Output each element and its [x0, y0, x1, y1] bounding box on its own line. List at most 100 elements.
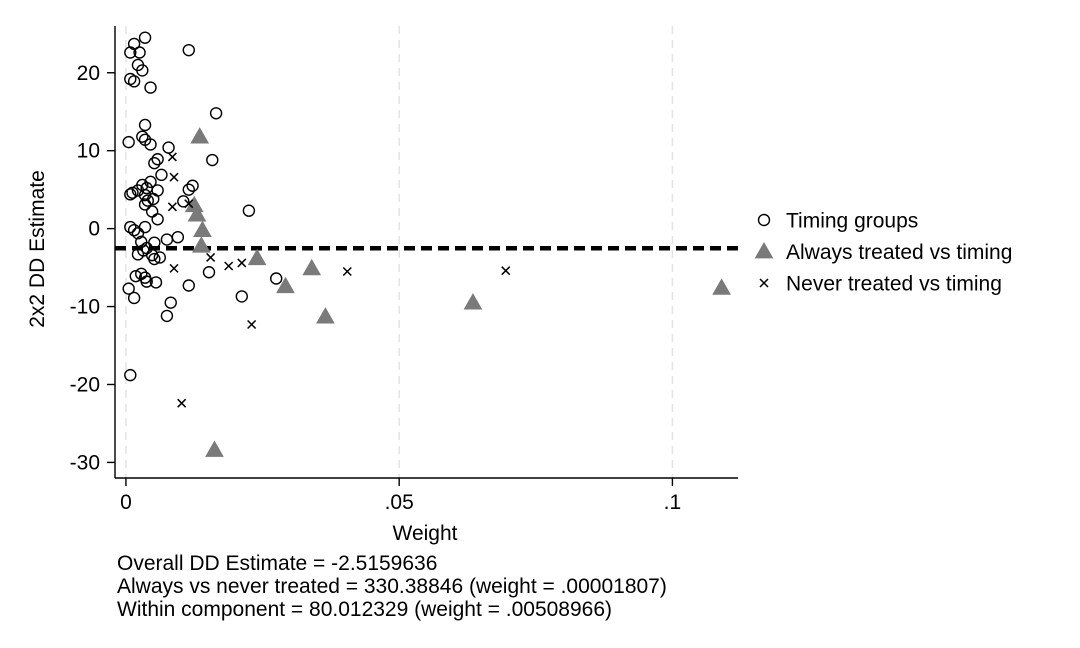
y-tick-label-0: -30 — [70, 451, 100, 474]
point-s0-14 — [122, 135, 135, 149]
overall-dd-estimate-note: Overall DD Estimate = -2.5159636 — [117, 552, 438, 575]
point-s0-15 — [144, 138, 157, 151]
point-s0-40 — [127, 223, 141, 237]
point-s0-4 — [182, 43, 195, 57]
point-s0-12 — [136, 130, 149, 143]
point-s0-39 — [138, 220, 152, 234]
point-s0-64 — [160, 309, 174, 323]
point-s0-51 — [153, 251, 167, 264]
point-s0-38 — [124, 220, 137, 234]
point-s2-4 — [169, 263, 179, 273]
within-component-note: Within component = 80.012329 (weight = .… — [117, 598, 613, 621]
point-s0-28 — [151, 184, 164, 197]
point-s2-0 — [167, 152, 177, 162]
point-s0-2 — [133, 46, 146, 59]
point-s0-20 — [155, 168, 168, 182]
point-s0-60 — [122, 282, 135, 295]
legend-marker-0 — [757, 213, 771, 227]
point-s0-30 — [124, 188, 137, 201]
legend-label-2: Never treated vs timing — [786, 273, 1002, 296]
point-s2-2 — [167, 202, 177, 212]
point-s0-63 — [164, 296, 177, 309]
point-s0-6 — [136, 64, 149, 77]
point-s1-5 — [247, 248, 267, 266]
legend-label-1: Always treated vs timing — [786, 241, 1012, 264]
point-s0-45 — [160, 233, 174, 246]
point-s0-10 — [209, 107, 223, 120]
point-s0-9 — [144, 81, 157, 94]
legend-label-0: Timing groups — [786, 210, 918, 233]
point-s0-0 — [138, 31, 152, 44]
point-s2-6 — [224, 261, 234, 271]
legend-marker-1 — [754, 241, 774, 259]
y-tick-label-3: 0 — [88, 218, 100, 241]
point-s0-34 — [177, 195, 190, 208]
point-s1-9 — [463, 293, 483, 310]
point-s0-25 — [182, 183, 195, 196]
data-points — [122, 31, 731, 457]
point-s0-55 — [129, 269, 142, 283]
point-s0-16 — [162, 141, 175, 154]
y-tick-label-4: 10 — [77, 140, 100, 163]
point-s0-11 — [138, 118, 152, 132]
series-2 — [167, 152, 511, 408]
point-s1-4 — [191, 236, 211, 253]
point-s0-54 — [202, 266, 216, 279]
point-s1-0 — [190, 127, 210, 144]
point-s2-10 — [247, 319, 257, 330]
gridlines — [125, 26, 674, 478]
point-s0-36 — [242, 204, 256, 217]
axes: -30 -20 -10 0 10 20 0 .05 .1 — [70, 26, 738, 514]
point-s0-59 — [182, 279, 195, 292]
point-s1-6 — [302, 258, 322, 276]
point-s0-8 — [127, 75, 141, 88]
point-s1-10 — [712, 278, 731, 295]
point-s2-5 — [206, 252, 216, 262]
series-1 — [184, 127, 731, 457]
point-s1-3 — [193, 220, 212, 238]
point-s0-35 — [145, 205, 159, 218]
y-axis-title: 2x2 DD Estimate — [26, 170, 49, 328]
point-s0-62 — [235, 290, 248, 303]
point-s0-61 — [127, 291, 141, 305]
point-s0-58 — [270, 272, 283, 285]
x-tick-label-0: 0 — [120, 491, 132, 514]
point-s2-1 — [169, 172, 179, 182]
legend-marker-2 — [759, 278, 769, 288]
y-tick-label-5: 20 — [77, 62, 100, 85]
y-tick-label-1: -20 — [70, 373, 100, 396]
point-s0-27 — [126, 186, 139, 199]
point-s0-37 — [151, 213, 164, 226]
point-s1-7 — [276, 276, 295, 294]
point-s1-2 — [187, 205, 207, 222]
legend: Timing groups Always treated vs timing Nev… — [754, 210, 1012, 296]
point-s2-3 — [184, 199, 194, 209]
y-tick-label-2: -10 — [70, 296, 100, 319]
point-s0-21 — [144, 175, 157, 189]
x-tick-label-2: .1 — [664, 491, 682, 514]
point-s0-56 — [140, 275, 153, 288]
point-s2-11 — [177, 398, 187, 408]
point-s0-42 — [171, 230, 185, 244]
point-s0-65 — [124, 368, 137, 382]
point-s2-9 — [501, 266, 511, 276]
x-axis-title: Weight — [393, 522, 458, 545]
point-s0-31 — [141, 194, 154, 207]
point-s0-50 — [148, 252, 161, 266]
point-s2-7 — [237, 258, 247, 268]
point-s0-41 — [131, 227, 145, 240]
x-tick-label-1: .05 — [385, 491, 414, 514]
point-s1-8 — [316, 307, 335, 324]
point-s0-17 — [151, 153, 164, 166]
point-s0-57 — [149, 276, 163, 289]
point-s2-8 — [342, 266, 352, 277]
point-s0-19 — [206, 153, 219, 167]
point-s0-18 — [148, 156, 161, 170]
point-s0-48 — [131, 248, 145, 261]
point-s0-33 — [138, 198, 152, 211]
point-s0-24 — [186, 179, 199, 192]
always-vs-never-note: Always vs never treated = 330.38846 (wei… — [117, 575, 667, 598]
point-s0-3 — [124, 46, 137, 59]
point-s1-11 — [205, 440, 224, 457]
